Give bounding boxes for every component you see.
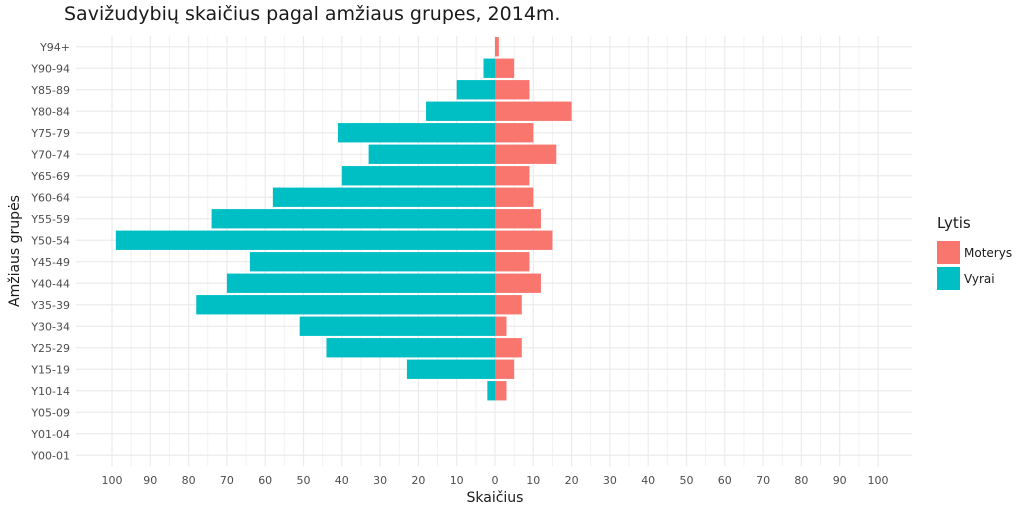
bar-moterys-y10-14 bbox=[495, 381, 507, 401]
x-tick-label: 40 bbox=[335, 474, 349, 487]
y-tick-label: Y00-01 bbox=[30, 449, 70, 462]
bar-vyrai-y25-29 bbox=[326, 338, 495, 358]
chart-title: Savižudybių skaičius pagal amžiaus grupe… bbox=[64, 3, 561, 25]
bar-moterys-y30-34 bbox=[495, 316, 507, 336]
y-tick-label: Y60-64 bbox=[30, 191, 70, 204]
x-tick-label: 70 bbox=[756, 474, 770, 487]
bar-vyrai-y15-19 bbox=[406, 359, 495, 379]
y-tick-label: Y15-19 bbox=[30, 363, 70, 376]
y-tick-label: Y70-74 bbox=[30, 148, 70, 161]
bar-moterys-y85-89 bbox=[495, 80, 530, 100]
bar-moterys-y40-44 bbox=[495, 273, 541, 293]
legend-label-vyrai: Vyrai bbox=[964, 271, 995, 286]
bar-moterys-y50-54 bbox=[495, 230, 553, 250]
x-tick-label: 100 bbox=[102, 474, 123, 487]
bar-moterys-y80-84 bbox=[495, 101, 572, 121]
y-tick-label: Y75-79 bbox=[30, 127, 70, 140]
bar-moterys-y55-59 bbox=[495, 209, 541, 229]
bar-moterys-y15-19 bbox=[495, 359, 515, 379]
bar-moterys-y45-49 bbox=[495, 252, 530, 272]
bar-moterys-y25-29 bbox=[495, 338, 522, 358]
y-tick-label: Y40-44 bbox=[30, 277, 70, 290]
bar-vyrai-y10-14 bbox=[487, 381, 495, 401]
bar-vyrai-y80-84 bbox=[426, 101, 495, 121]
y-tick-label: Y45-49 bbox=[30, 256, 70, 269]
legend-label-moterys: Moterys bbox=[964, 245, 1013, 260]
x-axis-label: Skaičius bbox=[467, 490, 524, 506]
x-tick-label: 100 bbox=[868, 474, 889, 487]
bar-moterys-y90-94 bbox=[495, 58, 515, 78]
y-axis-label: Amžiaus grupės bbox=[7, 195, 23, 307]
bar-vyrai-y50-54 bbox=[115, 230, 495, 250]
x-tick-label: 80 bbox=[182, 474, 196, 487]
bar-vyrai-y70-74 bbox=[368, 144, 495, 164]
x-tick-label: 40 bbox=[641, 474, 655, 487]
bar-vyrai-y75-79 bbox=[337, 123, 495, 143]
x-tick-label: 70 bbox=[220, 474, 234, 487]
x-tick-label: 50 bbox=[297, 474, 311, 487]
x-tick-label: 20 bbox=[411, 474, 425, 487]
y-tick-label: Y10-14 bbox=[30, 385, 70, 398]
legend-key-vyrai bbox=[937, 267, 960, 290]
y-tick-label: Y94+ bbox=[39, 41, 70, 54]
x-tick-label: 60 bbox=[718, 474, 732, 487]
x-tick-label: 10 bbox=[526, 474, 540, 487]
bar-vyrai-y30-34 bbox=[299, 316, 495, 336]
bar-vyrai-y55-59 bbox=[211, 209, 495, 229]
legend-item-vyrai: Vyrai bbox=[937, 266, 1012, 291]
x-tick-label: 60 bbox=[258, 474, 272, 487]
bar-vyrai-y45-49 bbox=[249, 252, 495, 272]
y-tick-label: Y80-84 bbox=[30, 105, 70, 118]
x-tick-label: 90 bbox=[143, 474, 157, 487]
bar-moterys-y35-39 bbox=[495, 295, 522, 315]
x-tick-label: 30 bbox=[603, 474, 617, 487]
legend-item-moterys: Moterys bbox=[937, 240, 1012, 265]
y-tick-label: Y55-59 bbox=[30, 213, 70, 226]
x-tick-label: 0 bbox=[492, 474, 499, 487]
x-tick-label: 80 bbox=[794, 474, 808, 487]
x-tick-label: 90 bbox=[833, 474, 847, 487]
y-tick-label: Y35-39 bbox=[30, 299, 70, 312]
y-tick-label: Y05-09 bbox=[30, 406, 70, 419]
x-tick-label: 50 bbox=[680, 474, 694, 487]
x-tick-label: 10 bbox=[450, 474, 464, 487]
y-tick-label: Y65-69 bbox=[30, 170, 70, 183]
y-tick-label: Y50-54 bbox=[30, 234, 70, 247]
bar-vyrai-y65-69 bbox=[341, 166, 495, 186]
bar-moterys-y65-69 bbox=[495, 166, 530, 186]
bar-moterys-y94+ bbox=[495, 37, 499, 57]
legend-title: Lytis bbox=[937, 214, 971, 232]
bar-vyrai-y85-89 bbox=[456, 80, 495, 100]
y-tick-label: Y90-94 bbox=[30, 62, 70, 75]
y-tick-label: Y85-89 bbox=[30, 84, 70, 97]
y-tick-label: Y25-29 bbox=[30, 342, 70, 355]
bar-moterys-y60-64 bbox=[495, 187, 534, 207]
y-tick-label: Y01-04 bbox=[30, 428, 70, 441]
x-tick-label: 30 bbox=[373, 474, 387, 487]
bar-vyrai-y40-44 bbox=[226, 273, 495, 293]
y-tick-label: Y30-34 bbox=[30, 320, 70, 333]
bar-vyrai-y60-64 bbox=[272, 187, 495, 207]
x-tick-label: 20 bbox=[565, 474, 579, 487]
bar-vyrai-y35-39 bbox=[196, 295, 495, 315]
bar-moterys-y70-74 bbox=[495, 144, 557, 164]
bar-moterys-y75-79 bbox=[495, 123, 534, 143]
legend-key-moterys bbox=[937, 241, 960, 264]
bar-vyrai-y90-94 bbox=[483, 58, 495, 78]
legend: Lytis Moterys Vyrai bbox=[937, 214, 1012, 292]
